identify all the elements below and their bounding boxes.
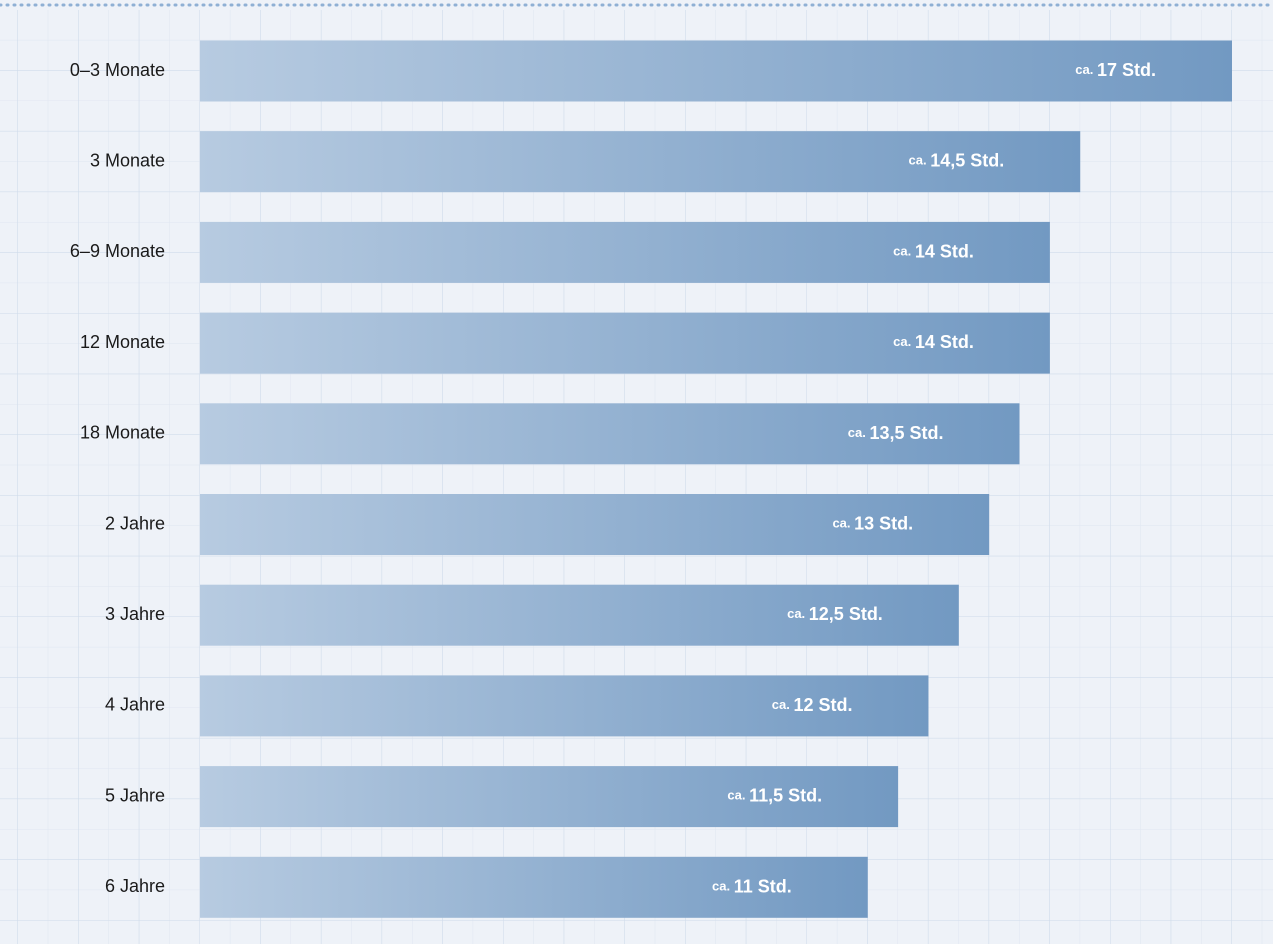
bar [200,403,1020,465]
value-label: ca. 13,5 Std. [848,423,944,443]
category-label: 12 Monate [80,332,165,352]
value-label: ca. 12 Std. [772,695,853,715]
value-label: ca. 11,5 Std. [727,785,822,805]
category-label: 3 Monate [90,150,165,170]
value-label: ca. 13 Std. [832,513,913,533]
value-label: ca. 17 Std. [1075,60,1156,80]
value-label: ca. 12,5 Std. [787,604,883,624]
value-label: ca. 14 Std. [893,241,974,261]
bar [200,675,929,737]
bar [200,312,1050,374]
value-label: ca. 14 Std. [893,332,974,352]
plot-area: 0–3 Monate ca. 17 Std. 3 Monate ca. 14,5 St… [70,40,1232,918]
category-label: 2 Jahre [105,513,165,533]
bar [200,40,1232,102]
category-label: 4 Jahre [105,695,165,715]
category-label: 5 Jahre [105,785,165,805]
value-label: ca. 11 Std. [712,876,792,896]
bar [200,856,868,918]
category-label: 18 Monate [80,423,165,443]
bar [200,221,1050,283]
value-label: ca. 14,5 Std. [909,150,1005,170]
bar [200,766,899,828]
category-label: 6–9 Monate [70,241,165,261]
category-label: 3 Jahre [105,604,165,624]
category-label: 6 Jahre [105,876,165,896]
bar [200,131,1081,193]
category-label: 0–3 Monate [70,60,165,80]
bar [200,494,990,555]
bar [200,584,959,646]
